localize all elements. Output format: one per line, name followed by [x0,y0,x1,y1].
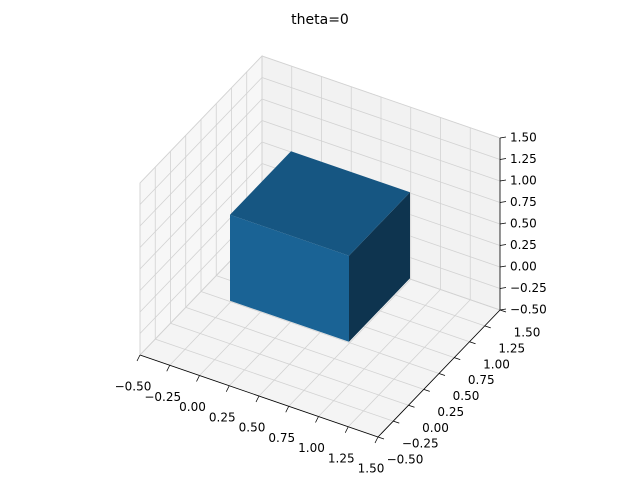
x-tick-label: −0.25 [144,390,181,404]
grid-line [261,120,501,203]
tick-mark [499,201,507,203]
grid-line [261,98,501,182]
z-tick-label: 0.00 [510,260,537,274]
y-axis [377,309,501,438]
grid-line [185,306,424,390]
chart-title: theta=0 [291,12,349,28]
y-tick-label: 1.00 [483,357,510,371]
grid-line [261,77,501,160]
tick-mark [499,309,507,313]
grid-line [139,77,263,205]
tick-mark [499,308,507,311]
x-axis [139,354,379,438]
tick-mark [393,420,400,424]
tick-mark [374,436,379,444]
voxel-face [230,151,410,256]
x-tick-label: 0.75 [268,431,295,445]
tick-mark [499,265,507,268]
y-tick-label: 0.25 [437,405,464,419]
grid-line [139,163,263,291]
y-tick-label: 1.50 [514,326,541,340]
y-tick-label: 1.25 [498,341,525,355]
tick-mark [454,357,461,361]
x-tick-label: 0.25 [209,410,236,424]
grid-line [139,98,263,227]
y-tick-label: 0.75 [468,373,495,387]
tick-mark [136,354,141,362]
grid-line [155,338,394,422]
grid-line [139,120,263,248]
x-tick-label: 1.50 [358,462,385,476]
tick-mark [499,222,507,225]
tick-mark [315,416,319,423]
z-tick-label: 1.50 [510,131,537,145]
z-tick-label: 0.25 [510,238,537,252]
tick-mark [196,375,200,382]
y-tick-label: −0.50 [387,453,424,467]
tick-mark [438,373,446,376]
grid-line [139,141,263,270]
tick-mark [499,136,507,139]
z-tick-label: −0.50 [510,303,547,317]
tick-mark [255,395,260,403]
x-tick-label: 0.00 [179,400,206,414]
tick-mark [408,404,415,408]
tick-mark [499,244,507,246]
voxel-face [230,214,349,342]
y-tick-label: 0.00 [422,421,449,435]
tick-mark [499,287,507,289]
z-tick-label: 1.00 [510,174,537,188]
x-tick-label: 1.00 [298,441,325,455]
tick-mark [499,179,507,182]
y-tick-label: −0.25 [402,437,439,451]
tick-mark [344,426,349,433]
grid-line [139,55,263,184]
x-tick-label: −0.50 [115,380,152,394]
x-tick-label: 1.25 [328,451,355,465]
z-tick-label: 1.25 [510,152,537,166]
z-tick-label: 0.50 [510,217,537,231]
z-tick-label: −0.25 [510,281,547,295]
grid-line [200,291,440,374]
y-tick-label: 0.50 [453,389,480,403]
grid-line [170,322,409,406]
grid-line [261,55,501,139]
tick-mark [469,341,476,345]
tick-mark [166,365,171,372]
tick-mark [377,436,385,440]
z-tick-label: 0.75 [510,195,537,209]
tick-mark [484,325,491,329]
tick-mark [285,406,290,413]
tick-mark [423,388,430,392]
tick-mark [499,158,507,160]
voxel-face [349,192,410,342]
x-tick-label: 0.50 [239,421,266,435]
tick-mark [225,385,230,392]
